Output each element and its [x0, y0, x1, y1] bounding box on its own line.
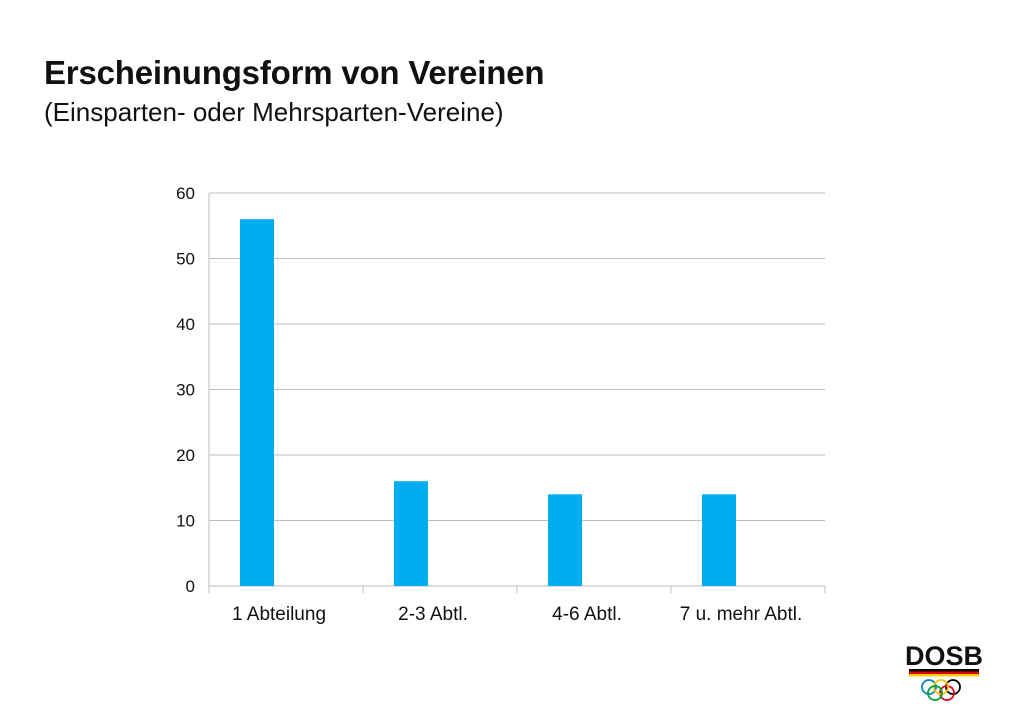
- slide-title: Erscheinungsform von Vereinen: [44, 54, 545, 91]
- x-axis-category-labels: 1 Abteilung 2-3 Abtl. 4-6 Abtl. 7 u. mehr A…: [232, 604, 802, 625]
- y-tick-label: 30: [176, 381, 195, 400]
- olympic-ring: [945, 679, 961, 695]
- olympic-ring: [933, 679, 949, 695]
- chart-gridlines: [208, 192, 826, 593]
- y-tick-label: 20: [176, 446, 195, 465]
- bar-3: [548, 494, 582, 586]
- dosb-logo-text: DOSB: [905, 641, 983, 671]
- dosb-logo: DOSB: [904, 638, 984, 704]
- flag-stripe-gold: [909, 674, 979, 677]
- y-tick-label: 10: [176, 512, 195, 531]
- y-tick-label: 40: [176, 315, 195, 334]
- bar-1: [240, 219, 274, 586]
- x-category-label: 1 Abteilung: [232, 604, 326, 625]
- olympic-rings-icon: [921, 679, 961, 701]
- y-tick-label: 0: [186, 577, 195, 596]
- x-category-label: 7 u. mehr Abtl.: [680, 604, 803, 625]
- x-category-label: 2-3 Abtl.: [398, 604, 468, 625]
- y-tick-label: 60: [176, 184, 195, 203]
- x-category-label: 4-6 Abtl.: [552, 604, 622, 625]
- olympic-ring: [927, 685, 943, 701]
- y-axis-tick-labels: 0 10 20 30 40 50 60: [176, 184, 195, 596]
- olympic-ring: [921, 679, 937, 695]
- y-tick-label: 50: [176, 250, 195, 269]
- bar-4: [702, 494, 736, 586]
- slide-subtitle: (Einsparten- oder Mehrsparten-Vereine): [44, 97, 504, 127]
- chart-bars: [240, 219, 736, 586]
- flag-stripe-red: [909, 671, 979, 674]
- flag-stripe-black: [909, 669, 979, 672]
- olympic-ring: [939, 685, 955, 701]
- bar-2: [394, 481, 428, 586]
